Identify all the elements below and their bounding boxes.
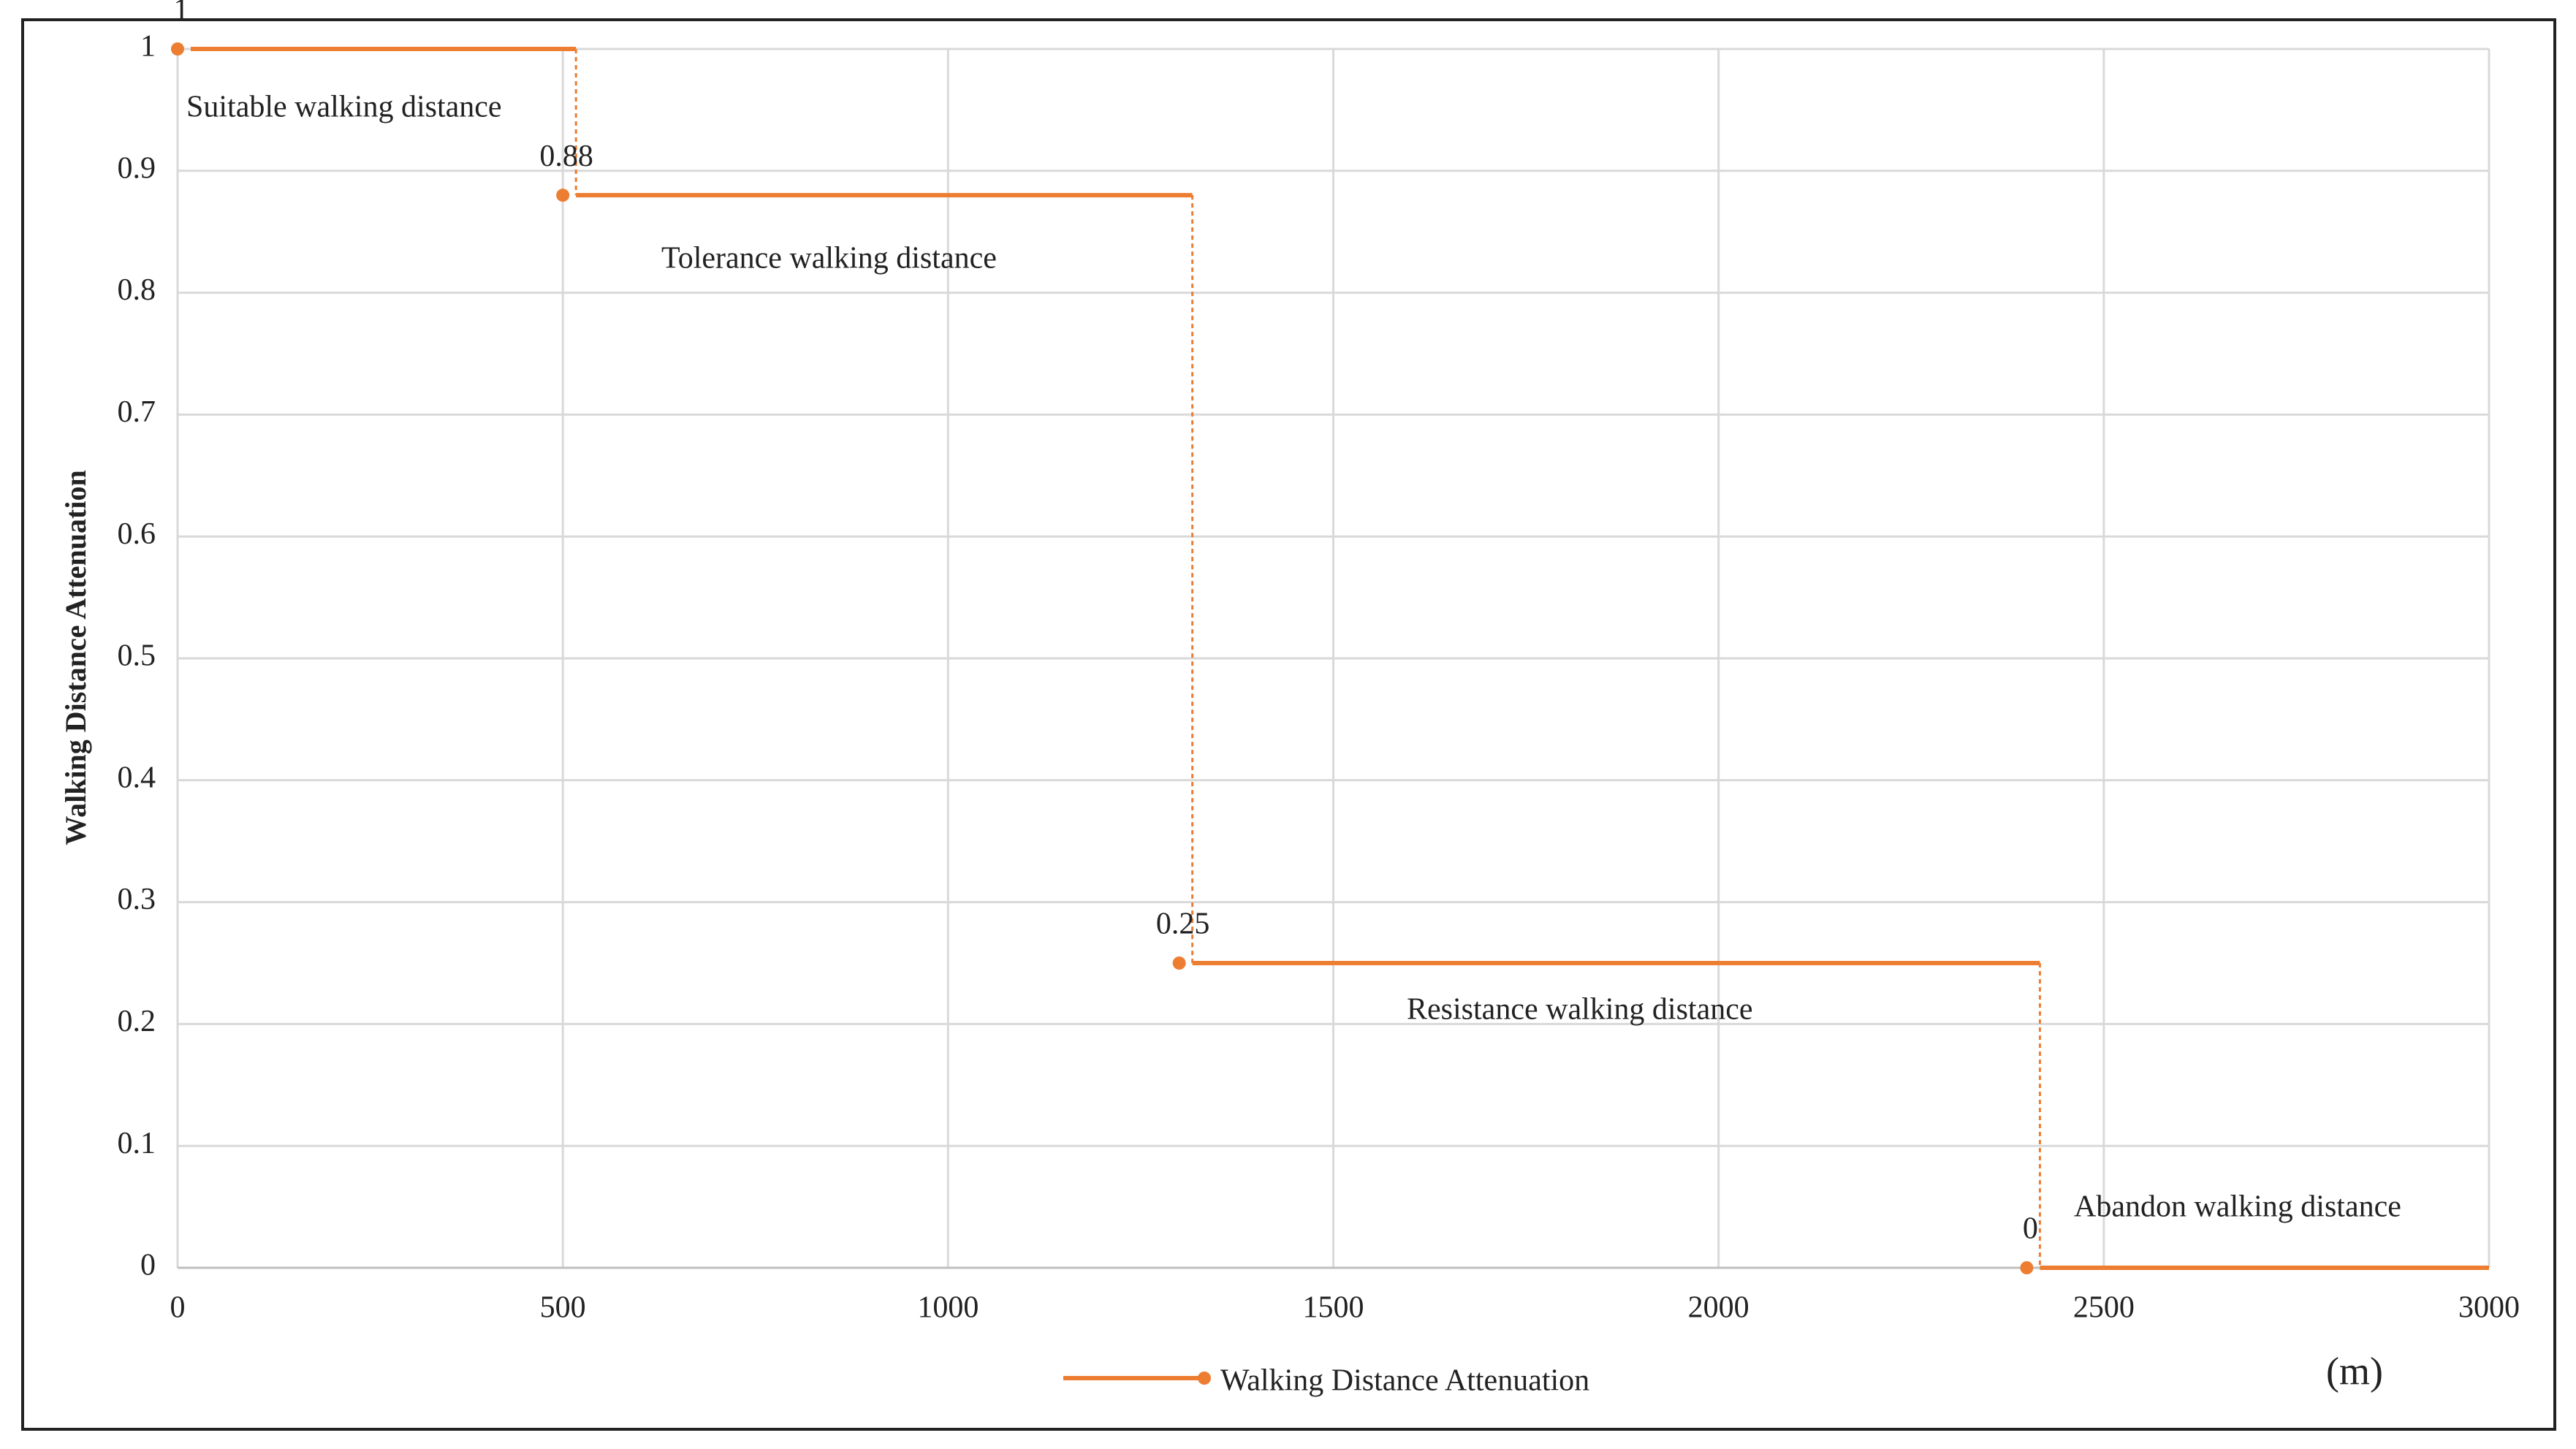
legend-label: Walking Distance Attenuation xyxy=(1220,1364,1589,1398)
y-tick-label: 0.1 xyxy=(118,1127,156,1160)
x-tick-label: 1000 xyxy=(917,1291,979,1325)
data-label: 0 xyxy=(2023,1212,2038,1246)
point xyxy=(1172,957,1186,970)
x-tick-label: 500 xyxy=(540,1291,586,1325)
frame xyxy=(21,18,2556,1431)
point xyxy=(2020,1261,2034,1274)
point xyxy=(171,42,184,56)
x-tick-label: 2500 xyxy=(2073,1291,2135,1325)
legend-marker xyxy=(1198,1372,1211,1385)
annotation: Tolerance walking distance xyxy=(661,242,997,275)
y-tick-label: 0.7 xyxy=(118,395,156,429)
x-tick-label: 3000 xyxy=(2458,1291,2520,1325)
x-tick-label: 1500 xyxy=(1303,1291,1364,1325)
annotation: Abandon walking distance xyxy=(2074,1190,2401,1224)
x-tick-label: 2000 xyxy=(1688,1291,1749,1325)
y-tick-label: 0.3 xyxy=(118,883,156,916)
data-label: 0.88 xyxy=(539,140,593,173)
y-tick-label: 0.8 xyxy=(118,273,156,307)
x-axis-label: (m) xyxy=(2326,1349,2383,1393)
annotation: Resistance walking distance xyxy=(1407,993,1753,1027)
data-label: 0.25 xyxy=(1156,908,1210,941)
x-tick-label: 0 xyxy=(170,1291,186,1325)
data-label: 1 xyxy=(174,0,189,27)
annotation: Suitable walking distance xyxy=(186,91,502,124)
y-tick-label: 0 xyxy=(140,1249,156,1282)
y-axis-label: Walking Distance Attenuation xyxy=(59,470,92,845)
y-tick-label: 0.6 xyxy=(118,517,156,551)
point xyxy=(556,189,570,202)
y-tick-label: 0.4 xyxy=(118,761,156,794)
y-tick-label: 0.9 xyxy=(118,151,156,185)
y-tick-label: 1 xyxy=(140,30,156,64)
y-tick-label: 0.2 xyxy=(118,1005,156,1038)
y-tick-label: 0.5 xyxy=(118,639,156,673)
